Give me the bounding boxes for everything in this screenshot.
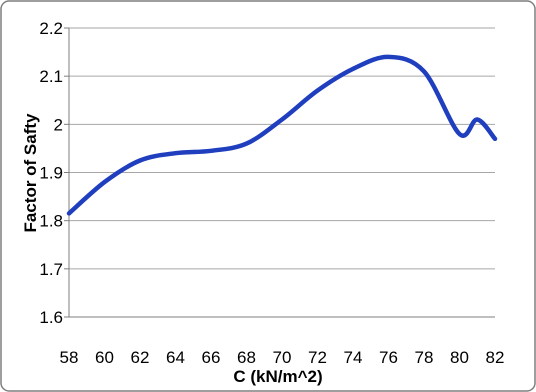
y-tick-label: 1.7 [39,260,63,279]
x-tick-label: 80 [450,348,469,367]
x-tick-label: 58 [60,348,79,367]
x-tick-labels: 58 60 62 64 66 68 70 72 74 76 78 80 82 [60,348,505,367]
x-tick-label: 62 [131,348,150,367]
x-tick-label: 68 [237,348,256,367]
y-tick-labels: 1.6 1.7 1.8 1.9 2 2.1 2.2 [39,19,63,327]
series-line [66,54,498,216]
x-tick-label: 76 [379,348,398,367]
x-tick-label: 66 [202,348,221,367]
y-tick-label: 1.9 [39,164,63,183]
axes [64,27,495,318]
series [66,54,498,216]
x-tick-label: 72 [308,348,327,367]
x-tick-label: 82 [486,348,505,367]
gridlines [69,27,495,270]
y-tick-label: 1.6 [39,308,63,327]
y-axis-title: Factor of Safty [21,113,40,233]
y-tick-label: 1.8 [39,212,63,231]
x-tick-label: 78 [415,348,434,367]
x-tick-label: 60 [95,348,114,367]
y-tick-label: 2 [54,115,63,134]
y-tick-label: 2.2 [39,19,63,38]
y-tick-label: 2.1 [39,67,63,86]
x-tick-label: 74 [344,348,363,367]
x-tick-label: 70 [273,348,292,367]
x-tick-label: 64 [166,348,185,367]
x-axis-title: C (kN/m^2) [233,367,322,386]
